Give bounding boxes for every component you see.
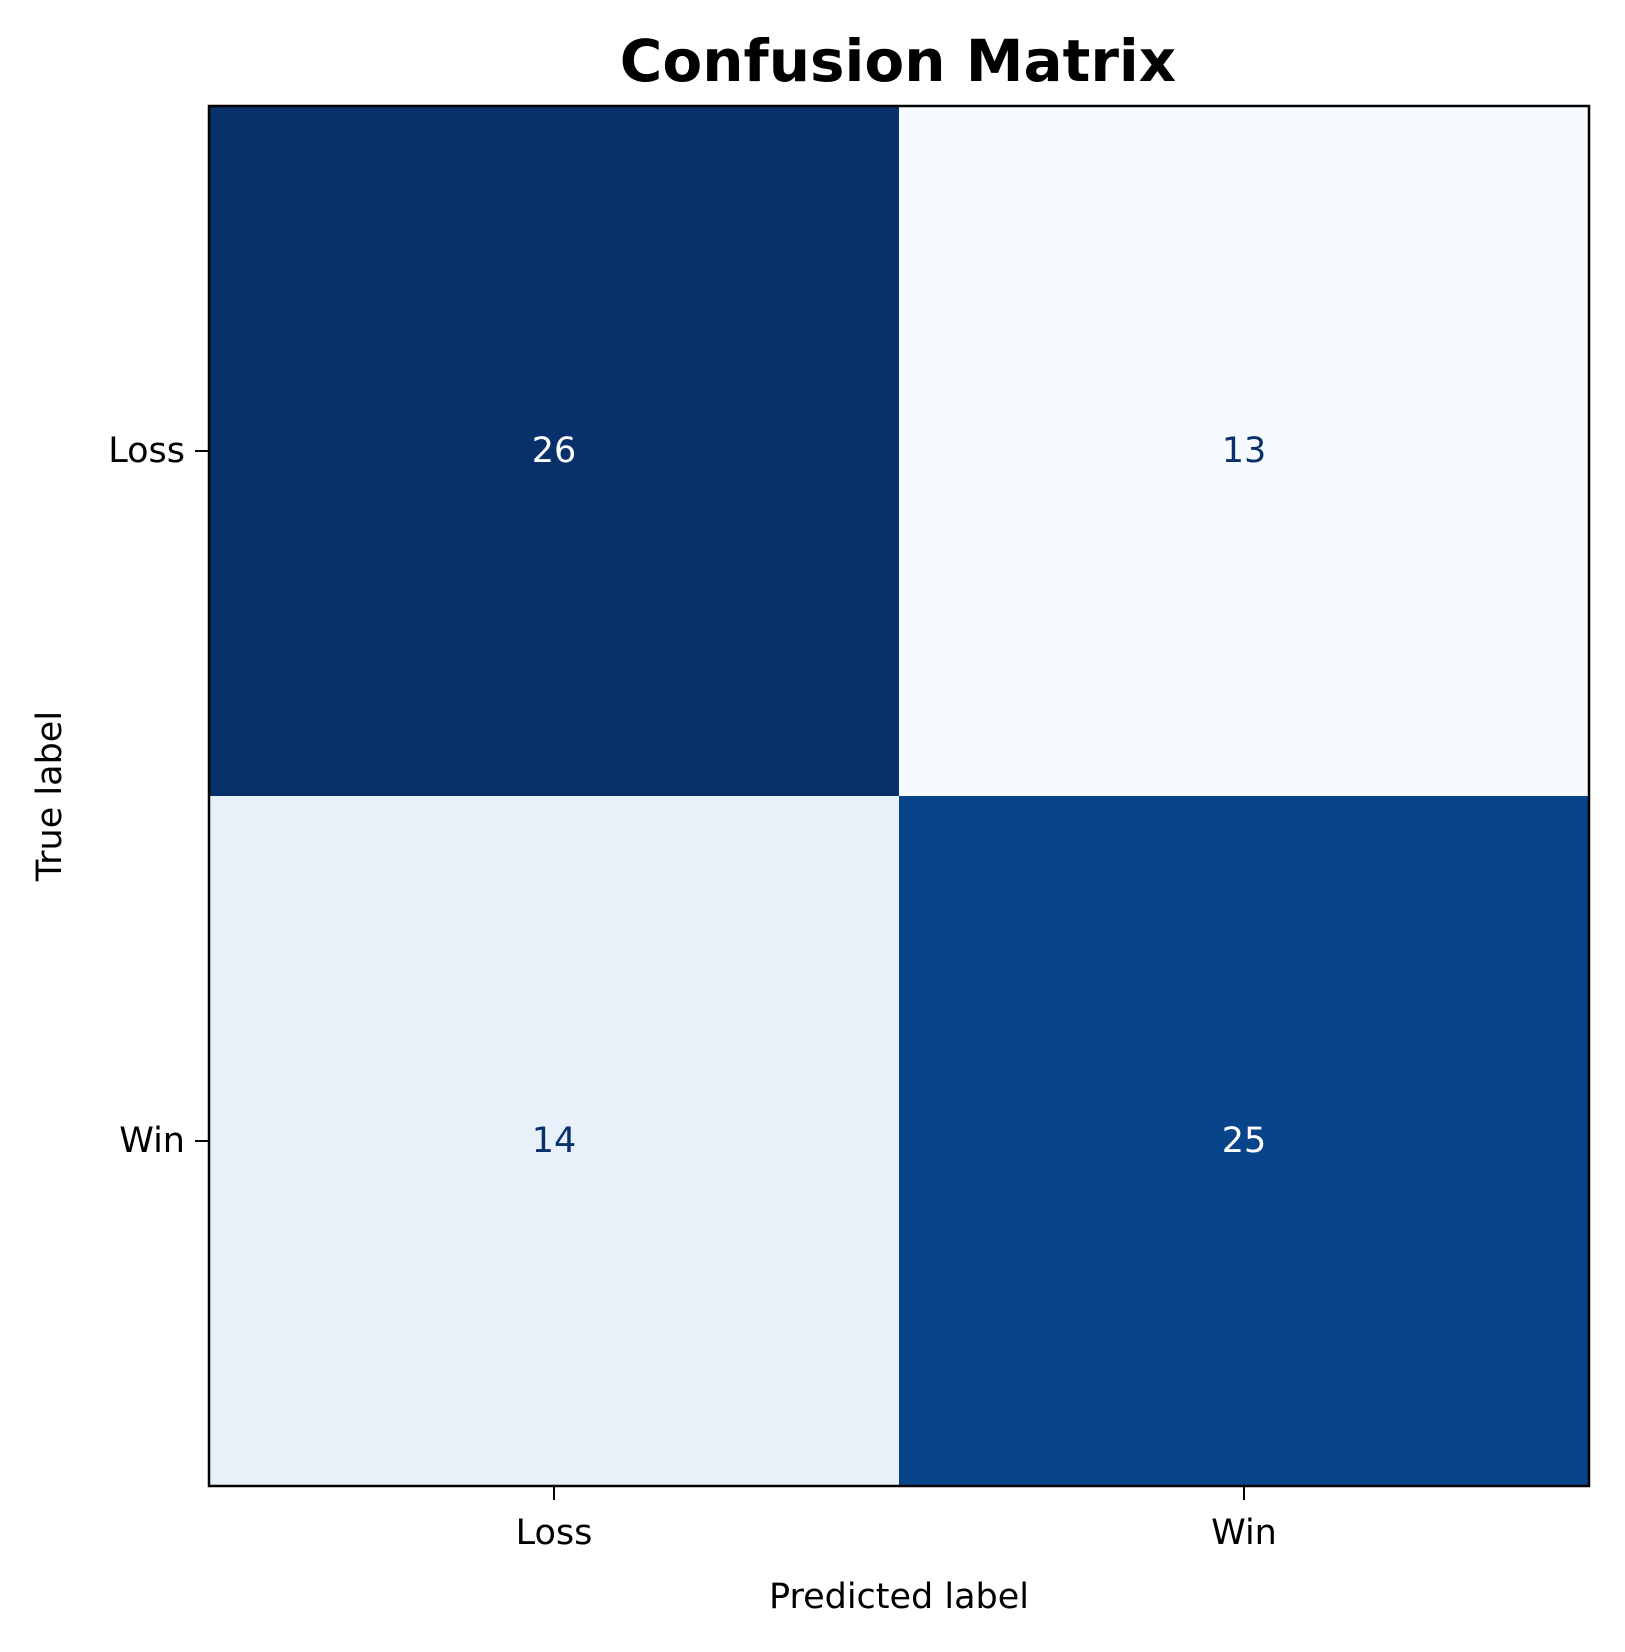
plot-frame (207, 104, 1591, 1488)
cell-value-label: 26 (532, 431, 577, 471)
y-tick-label: Loss (108, 431, 185, 471)
x-tick-label: Win (1211, 1513, 1277, 1553)
x-axis-label: Predicted label (769, 1577, 1029, 1617)
heatmap-cell-win-loss (209, 796, 900, 1487)
y-axis-label: True label (30, 711, 70, 882)
x-axis-ticks: Loss Win (516, 1486, 1277, 1553)
cell-value-label: 25 (1222, 1121, 1267, 1161)
heatmap-cell-win-win (899, 796, 1590, 1487)
heatmap-cell-labels: 26 13 14 25 (532, 431, 1267, 1161)
y-tick-label: Win (119, 1121, 185, 1161)
x-tick-label: Loss (516, 1513, 593, 1553)
heatmap-cell-loss-loss (209, 106, 900, 797)
cell-value-label: 14 (532, 1121, 577, 1161)
cell-value-label: 13 (1222, 431, 1267, 471)
heatmap-cells (209, 106, 1590, 1487)
chart-title: Confusion Matrix (620, 27, 1176, 95)
y-axis-ticks: Loss Win (108, 431, 209, 1161)
heatmap-cell-loss-win (899, 106, 1590, 797)
